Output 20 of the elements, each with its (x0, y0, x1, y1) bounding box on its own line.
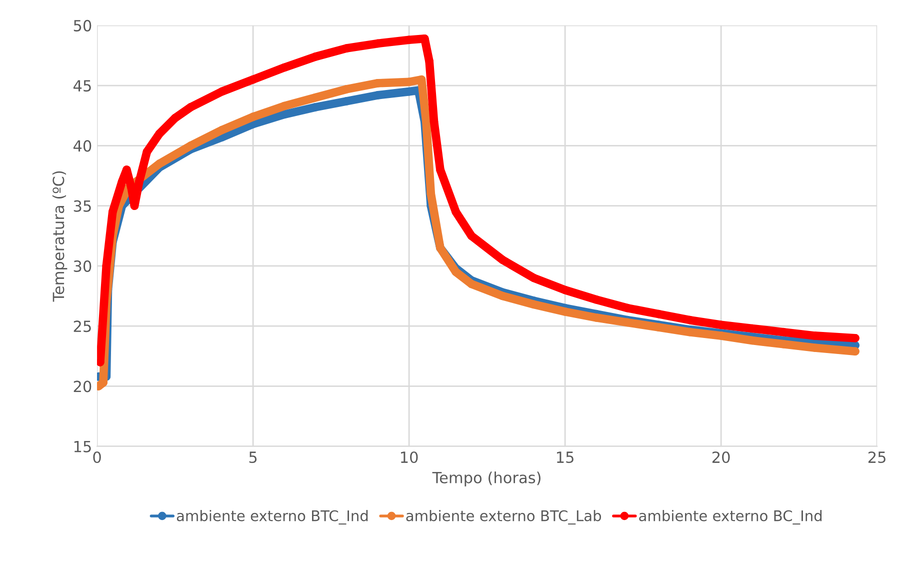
legend-label: ambiente externo BTC_Lab (406, 510, 602, 525)
y-axis-title: Temperatura (ºC) (52, 171, 68, 302)
x-tick-label: 25 (868, 451, 886, 464)
y-tick-label: 40 (73, 140, 92, 152)
x-tick-label: 20 (712, 451, 730, 464)
x-tick-label: 10 (401, 451, 418, 464)
legend-label: ambiente externo BTC_Ind (176, 510, 368, 525)
y-tick-label: 45 (73, 80, 91, 92)
legend-label: ambiente externo BC_Ind (639, 510, 822, 525)
y-tick-label: 25 (74, 320, 91, 332)
x-tick-label: 5 (249, 452, 257, 464)
x-tick-label: 0 (93, 451, 101, 464)
y-tick-label: 20 (74, 380, 92, 392)
x-tick-label: 15 (557, 452, 574, 464)
y-tick-label: 15 (74, 441, 91, 452)
point (97, 358, 104, 366)
y-tick-label: 30 (74, 260, 92, 272)
y-tick-label: 35 (74, 200, 91, 212)
y-tick-label: 50 (74, 20, 92, 32)
x-axis-title: Tempo (horas) (432, 472, 540, 486)
